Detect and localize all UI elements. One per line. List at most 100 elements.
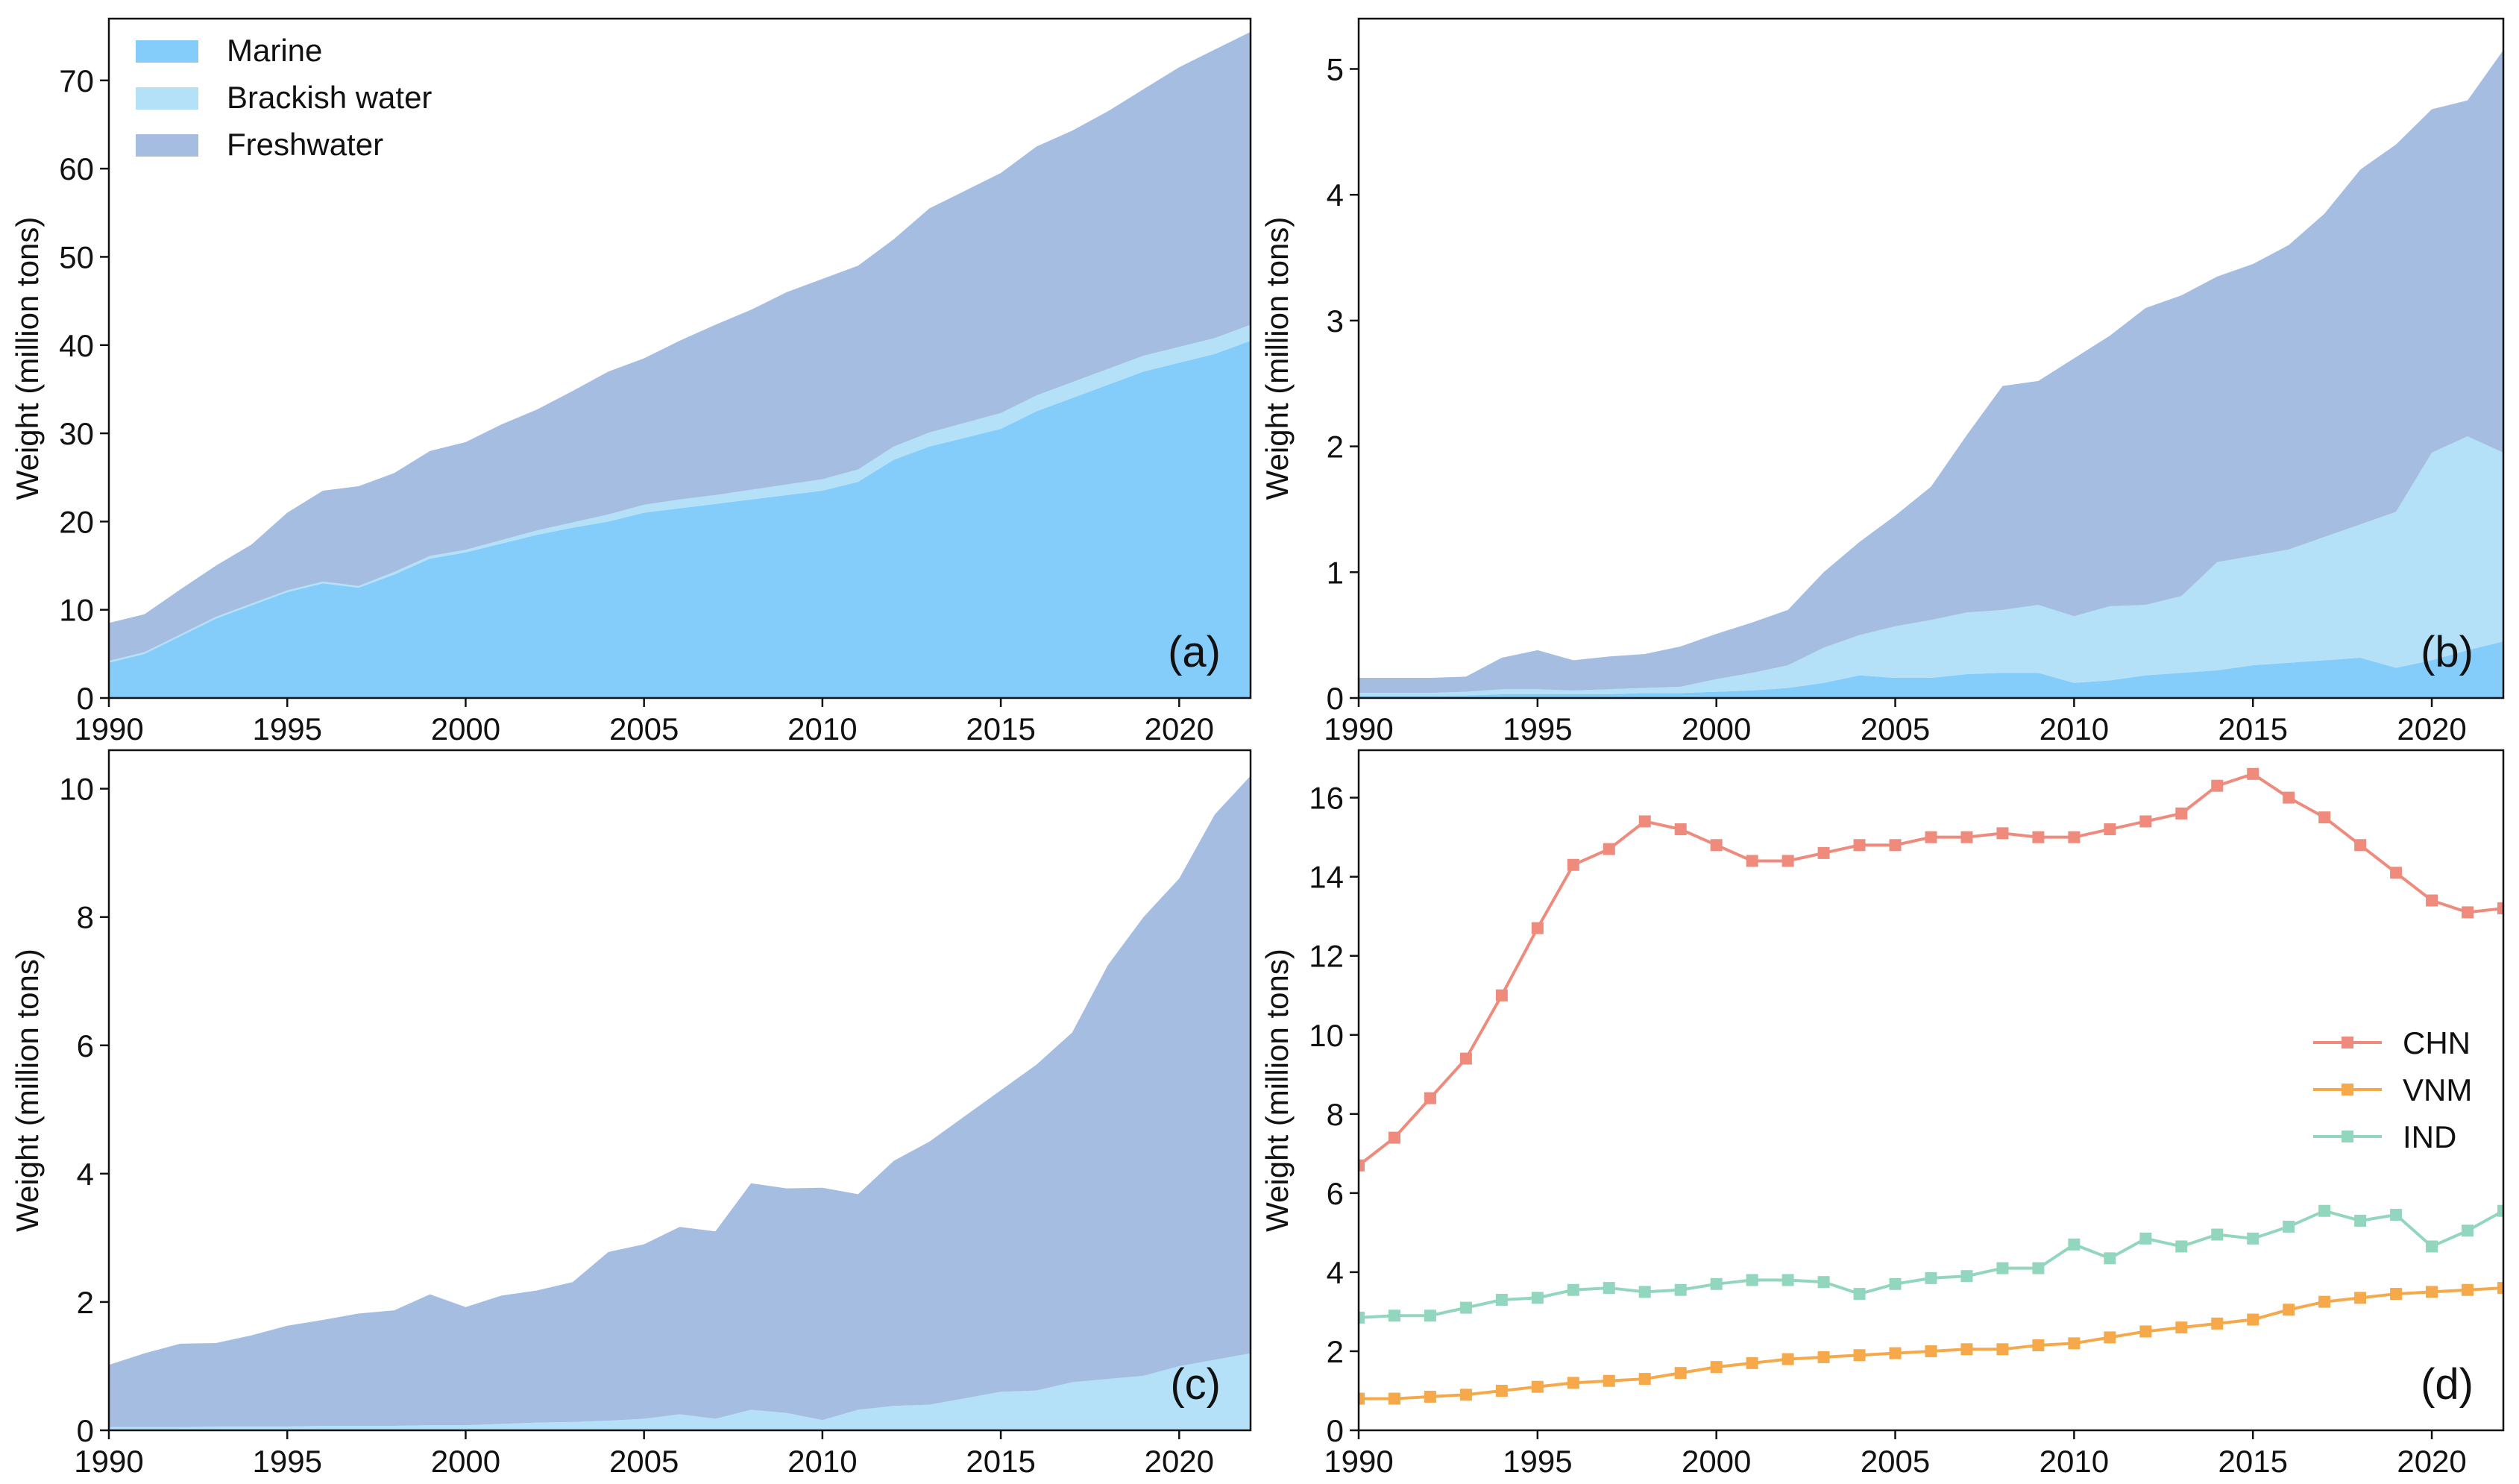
legend-swatch-brackish-water bbox=[136, 87, 198, 110]
marker-chn bbox=[2068, 831, 2081, 843]
marker-vnm bbox=[2211, 1317, 2224, 1330]
marker-ind bbox=[1925, 1271, 1937, 1284]
marker-ind bbox=[2354, 1214, 2367, 1227]
marker-chn bbox=[2139, 815, 2152, 828]
y-tick-label: 70 bbox=[59, 63, 94, 98]
marker-vnm bbox=[1710, 1361, 1723, 1374]
marker-ind bbox=[2247, 1232, 2259, 1245]
y-tick-label: 2 bbox=[1327, 430, 1344, 465]
panel-label: (a) bbox=[1168, 628, 1221, 676]
marker-chn bbox=[1746, 855, 1758, 867]
y-tick-label: 5 bbox=[1327, 51, 1344, 87]
marker-vnm bbox=[1746, 1356, 1758, 1369]
marker-ind bbox=[1531, 1292, 1544, 1304]
panel-a: 1990 1995 2000 2005 2010 2015 2020 0 10 20 30 40 50 6… bbox=[10, 17, 1252, 746]
y-tick-label: 6 bbox=[77, 1028, 94, 1063]
x-tick-label: 2015 bbox=[966, 1444, 1035, 1479]
plot-frame bbox=[107, 749, 1252, 1432]
marker-ind bbox=[2032, 1262, 2045, 1274]
marker-vnm bbox=[2354, 1292, 2367, 1304]
marker-ind bbox=[1889, 1277, 1902, 1290]
marker-vnm bbox=[1889, 1347, 1902, 1359]
y-tick-label: 6 bbox=[1327, 1176, 1344, 1211]
x-tick-label: 2005 bbox=[1861, 711, 1930, 746]
marker-chn bbox=[1531, 922, 1544, 934]
marker-vnm bbox=[2426, 1286, 2438, 1298]
marker-vnm bbox=[1359, 1392, 1365, 1405]
x-tick-label: 2010 bbox=[2040, 711, 2109, 746]
marker-chn bbox=[2318, 811, 2331, 824]
marker-chn bbox=[2426, 894, 2438, 907]
y-tick-label: 3 bbox=[1327, 304, 1344, 339]
marker-ind bbox=[2068, 1238, 2081, 1251]
marker-vnm bbox=[1567, 1377, 1579, 1389]
marker-chn bbox=[1710, 839, 1723, 852]
y-tick-label: 2 bbox=[1327, 1334, 1344, 1369]
marker-vnm bbox=[2318, 1295, 2331, 1308]
marker-vnm bbox=[1853, 1349, 1866, 1362]
marker-vnm bbox=[2247, 1313, 2259, 1326]
marker-ind bbox=[1960, 1270, 1973, 1283]
marker-vnm bbox=[1424, 1390, 1436, 1403]
x-tick-label: 2010 bbox=[787, 711, 857, 746]
y-tick-label: 0 bbox=[1327, 1413, 1344, 1448]
y-tick-label: 0 bbox=[77, 1413, 94, 1448]
marker-vnm bbox=[2104, 1331, 2116, 1344]
y-tick-label: 0 bbox=[77, 681, 94, 716]
marker-ind bbox=[1603, 1282, 1615, 1295]
x-tick-label: 2020 bbox=[2397, 1444, 2466, 1479]
marker-ind bbox=[1996, 1262, 2009, 1274]
marker-chn bbox=[1603, 843, 1615, 855]
x-tick-label: 2005 bbox=[1861, 1444, 1930, 1479]
marker-vnm bbox=[1603, 1374, 1615, 1387]
marker-ind bbox=[1495, 1294, 1508, 1307]
marker-vnm bbox=[2032, 1339, 2045, 1351]
x-tick-label: 1990 bbox=[74, 711, 143, 746]
y-tick-label: 60 bbox=[59, 151, 94, 186]
y-tick-label: 10 bbox=[59, 593, 94, 628]
area-brackish-water bbox=[109, 1353, 1251, 1430]
marker-chn bbox=[1781, 855, 1794, 867]
marker-vnm bbox=[1495, 1384, 1508, 1397]
marker-vnm bbox=[1674, 1367, 1687, 1380]
legend-label: Brackish water bbox=[227, 80, 432, 115]
marker-ind bbox=[1853, 1288, 1866, 1301]
y-tick-label: 14 bbox=[1309, 860, 1344, 895]
marker-ind bbox=[2318, 1204, 2331, 1217]
marker-chn bbox=[2462, 906, 2474, 919]
x-tick-label: 2010 bbox=[2040, 1444, 2109, 1479]
marker-vnm bbox=[2390, 1288, 2403, 1301]
legend-marker-chn bbox=[2342, 1037, 2353, 1048]
y-tick-label: 0 bbox=[1327, 681, 1344, 716]
marker-ind bbox=[1567, 1283, 1579, 1296]
marker-ind bbox=[1424, 1309, 1436, 1322]
panel-label: (d) bbox=[2421, 1360, 2474, 1409]
marker-chn bbox=[1817, 846, 1830, 859]
x-tick-label: 2015 bbox=[966, 711, 1035, 746]
panel-c: 1990 1995 2000 2005 2010 2015 2020 0 2 4 6 8 10 Weigh… bbox=[10, 749, 1252, 1479]
y-tick-label: 30 bbox=[59, 416, 94, 451]
x-tick-label: 2010 bbox=[787, 1444, 857, 1479]
legend-marker-ind bbox=[2342, 1131, 2353, 1142]
x-tick-label: 1995 bbox=[253, 1444, 322, 1479]
area-brackish-water bbox=[109, 324, 1251, 663]
x-tick-label: 2015 bbox=[2218, 711, 2288, 746]
legend-swatch-freshwater bbox=[136, 134, 198, 157]
y-tick-label: 8 bbox=[1327, 1097, 1344, 1132]
marker-ind bbox=[2211, 1228, 2224, 1241]
area-freshwater bbox=[1359, 50, 2503, 694]
y-tick-label: 10 bbox=[59, 772, 94, 807]
marker-vnm bbox=[2139, 1325, 2152, 1338]
marker-vnm bbox=[2497, 1282, 2503, 1295]
area-freshwater bbox=[109, 31, 1251, 661]
legend-label: CHN bbox=[2403, 1025, 2471, 1060]
marker-vnm bbox=[1925, 1345, 1937, 1357]
marker-chn bbox=[2211, 779, 2224, 792]
x-tick-label: 2000 bbox=[431, 711, 500, 746]
legend-label: IND bbox=[2403, 1119, 2456, 1154]
marker-chn bbox=[2390, 867, 2403, 879]
marker-chn bbox=[1359, 1159, 1365, 1172]
marker-ind bbox=[1638, 1286, 1651, 1298]
y-tick-label: 12 bbox=[1309, 939, 1344, 974]
